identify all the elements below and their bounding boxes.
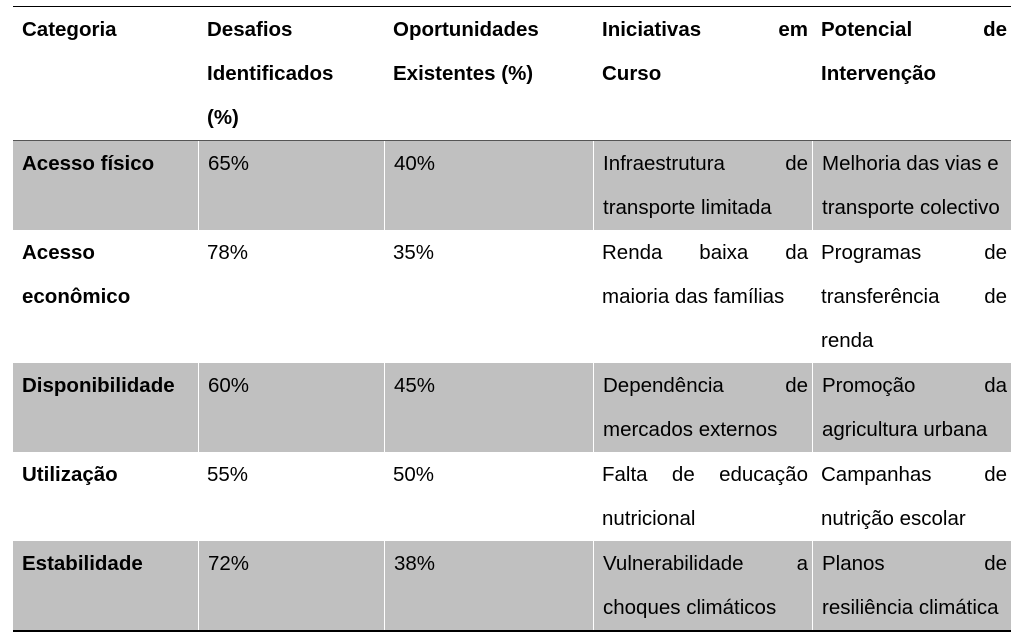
cell-categoria: Acesso físico [22,152,155,175]
cell-iniciativas: Infraestrutura de transporte limitada [593,141,812,230]
cell-iniciativas: Vulnerabilidade a choques climáticos [593,541,812,630]
cell-oportunidades: 35% [393,241,435,264]
cell-iniciativas: Renda baixa da maioria das famílias [602,241,808,308]
cell-potencial: Campanhas de nutrição escolar [821,463,1007,530]
table-row: Estabilidade 72% 38% Vulnerabilidade a choque… [13,541,1011,630]
cell-desafios: 65% [198,141,384,230]
header-iniciativas: Iniciativas em Curso [602,18,808,85]
cell-potencial: Melhoria das vias e transporte colectivo [812,141,1011,230]
cell-categoria: Disponibilidade [22,374,175,397]
cell-iniciativas: Dependência de mercados externos [593,363,812,452]
cell-iniciativas: Falta de educação nutricional [602,463,808,530]
cell-potencial: Programas de transferência de renda [821,241,1007,352]
table-row: Acesso econômico 78% 35% Renda baixa da maioria… [13,230,1011,363]
header-potencial: Potencial de Intervenção [821,18,1007,85]
cell-desafios: 55% [207,463,249,486]
cell-oportunidades: 38% [384,541,593,630]
cell-categoria: Acesso econômico [22,241,131,308]
cell-potencial: Promoção da agricultura urbana [812,363,1011,452]
cell-categoria: Utilização [22,463,118,486]
cell-desafios: 78% [207,241,249,264]
header-categoria: Categoria [22,18,117,41]
cell-desafios: 72% [198,541,384,630]
data-table: Categoria Desafios Identificados (%) Opo… [13,6,1011,632]
table-row: Utilização 55% 50% Falta de educação nutricion… [13,452,1011,541]
cell-desafios: 60% [198,363,384,452]
cell-oportunidades: 40% [384,141,593,230]
header-desafios: Desafios Identificados (%) [207,18,334,129]
table-row: Disponibilidade 60% 45% Dependência de mercad… [13,363,1011,452]
cell-potencial: Planos de resiliência climática [812,541,1011,630]
table-top-rule [13,6,1011,7]
table-header-row: Categoria Desafios Identificados (%) Opo… [13,7,1011,140]
header-rule [13,140,1011,141]
table-row: Acesso físico 65% 40% Infraestrutura de trans… [13,141,1011,230]
cell-categoria: Estabilidade [22,552,143,575]
header-oportunidades: Oportunidades Existentes (%) [393,18,539,85]
cell-oportunidades: 50% [393,463,435,486]
table-body: Acesso físico 65% 40% Infraestrutura de trans… [13,141,1011,630]
cell-oportunidades: 45% [384,363,593,452]
